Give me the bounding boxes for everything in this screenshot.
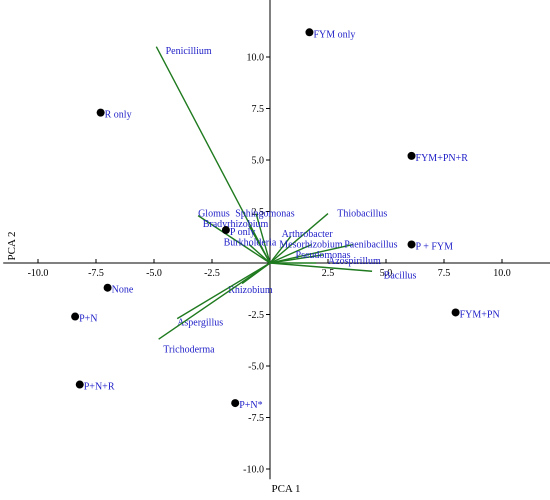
vector-line xyxy=(248,225,271,264)
x-tick-label: -2.5 xyxy=(204,268,220,279)
y-tick-label: -10.0 xyxy=(243,465,264,476)
x-tick-label: 10.0 xyxy=(493,268,511,279)
data-point xyxy=(305,28,314,37)
y-tick-label: 10.0 xyxy=(247,53,265,64)
x-tick-label: 2.5 xyxy=(322,268,335,279)
y-tick-label: -5.0 xyxy=(248,362,264,373)
vector-line xyxy=(269,235,292,264)
point-label: P+N* xyxy=(239,400,262,411)
data-point xyxy=(451,308,460,317)
x-tick-label: 7.5 xyxy=(438,268,451,279)
y-tick-label: -2.5 xyxy=(248,310,264,321)
vector-label: Sphingomonas xyxy=(235,209,295,220)
point-label: R only xyxy=(105,110,132,121)
point-label: None xyxy=(112,285,134,296)
data-point xyxy=(96,108,105,117)
x-tick-label: -7.5 xyxy=(88,268,104,279)
y-tick-label: 2.5 xyxy=(252,207,265,218)
x-tick-label: 5.0 xyxy=(380,268,393,279)
point-label: P+N+R xyxy=(84,382,115,393)
point-label: P+N xyxy=(79,314,97,325)
vector-line xyxy=(269,243,313,264)
vector-label: Trichoderma xyxy=(163,345,215,356)
vector-label: Bradyrhizobium xyxy=(203,219,269,230)
vector-line xyxy=(269,243,354,264)
y-tick-label: 7.5 xyxy=(252,104,265,115)
y-tick-label: 5.0 xyxy=(252,156,265,167)
x-tick-label: -10.0 xyxy=(28,268,49,279)
vector-label: Thiobacillus xyxy=(337,209,387,220)
vector-line xyxy=(269,254,324,264)
point-label: FYM+PN xyxy=(460,309,500,320)
points: FYM only R only FYM+PN+R P only P + FYM None P… xyxy=(71,28,500,411)
vector-label: Azospirillum xyxy=(328,256,381,267)
point-label: P + FYM xyxy=(416,241,454,252)
data-point xyxy=(221,226,230,235)
point-label: P only xyxy=(230,227,255,238)
y-axis-title: PCA 2 xyxy=(6,231,18,260)
vector-line xyxy=(255,213,271,264)
data-point xyxy=(407,151,416,160)
vector-label: Bacillus xyxy=(384,270,417,281)
vector-line xyxy=(248,243,271,264)
vector-label: Arthrobacter xyxy=(282,229,334,240)
vector-label: Glomus xyxy=(198,209,230,220)
data-point xyxy=(407,240,416,249)
vector-label: Penicillium xyxy=(166,46,212,57)
vector-label: Aspergillus xyxy=(177,318,223,329)
vector-line xyxy=(269,213,329,264)
x-axis-title: PCA 1 xyxy=(271,483,300,495)
vector-line xyxy=(269,262,373,272)
data-point xyxy=(75,380,84,389)
ticks: -10.0-7.5-5.0-2.52.55.07.510.012.510.07.… xyxy=(28,53,511,476)
axes xyxy=(3,0,550,480)
vectors: Penicillium Glomus Sphingomonas Thiobacillu… xyxy=(155,46,417,356)
vector-label: Pseudomonas xyxy=(296,250,351,261)
x-tick-label: -5.0 xyxy=(146,268,162,279)
vector-label: Mesorhizobium xyxy=(279,239,343,250)
data-point xyxy=(71,312,80,321)
vector-label: Paenibacillus xyxy=(344,239,397,250)
vector-label: Burkholderia xyxy=(224,237,277,248)
y-tick-label: -7.5 xyxy=(248,413,264,424)
vector-line xyxy=(155,46,271,264)
vector-line xyxy=(197,215,271,264)
point-label: FYM only xyxy=(313,29,355,40)
point-label: FYM+PN+R xyxy=(416,153,469,164)
data-point xyxy=(103,283,112,292)
vector-line xyxy=(176,262,271,320)
vector-label: Rhizobium xyxy=(228,285,273,296)
vector-line xyxy=(158,262,271,340)
data-point xyxy=(231,399,240,408)
